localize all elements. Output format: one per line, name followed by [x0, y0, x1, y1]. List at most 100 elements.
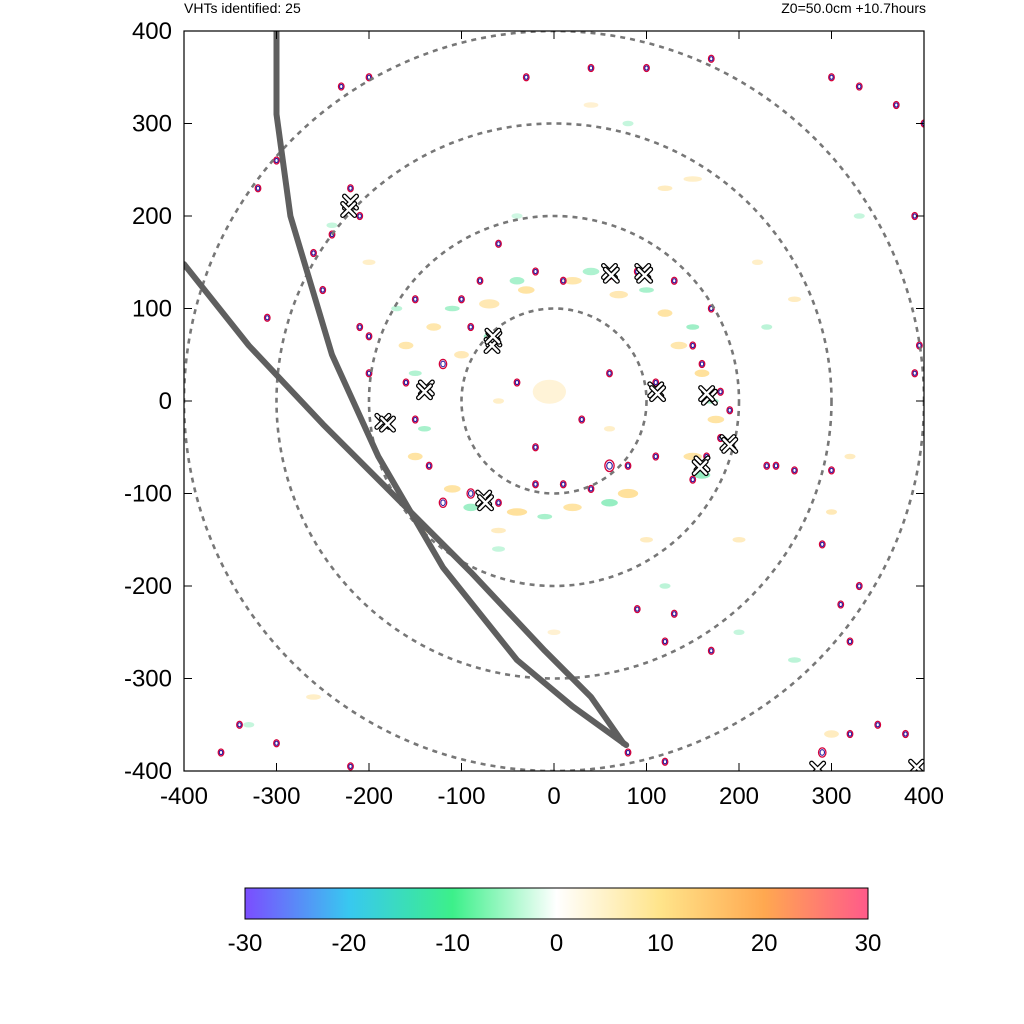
vht-marker-fill — [810, 761, 825, 771]
contour-loop — [817, 747, 827, 758]
contour-loop — [855, 82, 863, 91]
positive-anomaly — [694, 369, 710, 377]
contour-loop-inner — [635, 606, 640, 612]
vht-marker-fill — [722, 438, 737, 453]
contour-loop-inner — [561, 278, 566, 284]
contour-loop-inner — [672, 611, 677, 617]
vht-marker-fill — [485, 329, 501, 344]
contour-loop — [402, 378, 410, 387]
positive-anomaly — [492, 398, 505, 404]
storm-track — [184, 261, 627, 747]
contour-loop — [319, 285, 327, 295]
contour-loop — [310, 248, 317, 258]
contour-loop-inner — [847, 731, 853, 737]
positive-anomaly — [670, 341, 688, 350]
contour-loop — [828, 73, 835, 82]
contour-loop-inner — [875, 722, 880, 728]
contour-loop — [532, 480, 539, 489]
contour-loop — [606, 369, 613, 378]
contour-loop — [217, 748, 225, 757]
contour-loop-inner — [653, 379, 658, 386]
vht-marker-fill — [478, 495, 493, 510]
contour-loop — [689, 475, 697, 484]
positive-anomaly — [426, 323, 442, 331]
positive-anomaly — [640, 536, 653, 543]
contour-loop-inner — [366, 370, 372, 376]
contour-loop-inner — [413, 416, 418, 423]
vht-marker-fill — [909, 760, 924, 771]
negative-anomaly — [492, 546, 505, 552]
positive-anomaly — [506, 508, 528, 516]
negative-anomaly — [622, 120, 634, 127]
positive-anomaly — [454, 351, 469, 359]
contour-loop-inner — [440, 499, 446, 507]
negative-anomaly — [761, 324, 773, 330]
contour-loop — [633, 605, 641, 614]
contour-loop-inner — [477, 278, 483, 284]
vht-marker-fill — [699, 386, 714, 401]
contour-loop-inner — [237, 722, 242, 728]
positive-anomaly — [547, 629, 561, 636]
range-ring — [460, 307, 648, 495]
vht-marker — [809, 760, 827, 771]
positive-anomaly — [657, 185, 673, 192]
x-tick-label: 0 — [547, 783, 560, 810]
contour-loop — [818, 540, 826, 549]
x-tick-label: -100 — [437, 783, 485, 810]
vht-marker — [698, 385, 716, 403]
storm-track — [273, 31, 630, 749]
contour-loop-inner — [348, 185, 353, 191]
negative-anomaly — [463, 503, 479, 512]
plot-area — [184, 31, 924, 771]
contour-loop-inner — [218, 749, 224, 756]
contour-loop-inner — [820, 541, 825, 548]
contour-loop-inner — [366, 74, 372, 80]
contour-loop — [902, 729, 909, 739]
contour-loop — [791, 466, 798, 475]
contour-loop-inner — [857, 583, 862, 589]
contour-loop — [587, 63, 595, 73]
negative-anomaly — [601, 499, 618, 507]
contour-loop — [236, 720, 243, 729]
positive-anomaly — [657, 309, 673, 317]
vht-marker — [908, 758, 924, 771]
vht-marker — [416, 383, 433, 401]
contour-loop-inner — [829, 74, 834, 80]
contour-loop — [559, 276, 567, 285]
contour-loop-inner — [348, 763, 353, 770]
vht-marker-fill — [380, 416, 395, 432]
contour-loop — [698, 359, 706, 369]
contour-loop-inner — [690, 342, 695, 349]
positive-anomaly — [751, 259, 764, 266]
contour-loop-inner — [496, 241, 501, 247]
positive-anomaly — [362, 259, 376, 266]
contour-loop-inner — [579, 416, 584, 423]
contour-loop — [892, 100, 900, 110]
contour-loop — [652, 452, 660, 461]
contour-loop-inner — [819, 749, 826, 756]
contour-loop — [763, 461, 771, 470]
contour-loop-inner — [625, 463, 631, 469]
negative-anomaly — [444, 305, 460, 312]
contour-loop — [337, 82, 345, 91]
colorbar-tick-label: 0 — [550, 930, 563, 957]
contour-loop-inner — [468, 324, 473, 330]
vht-marker — [649, 385, 667, 403]
colorbar-tick-label: 20 — [751, 930, 778, 957]
contour-loop-inner — [690, 476, 695, 483]
positive-anomaly — [603, 425, 616, 432]
negative-anomaly — [408, 370, 422, 377]
contour-loop — [438, 358, 448, 370]
range-ring — [275, 122, 833, 680]
contour-loop — [846, 637, 854, 646]
x-tick-label: -200 — [345, 783, 393, 810]
contour-loop-inner — [467, 490, 474, 497]
contour-loop — [707, 54, 715, 63]
contour-loop — [365, 369, 373, 378]
contour-loop — [495, 498, 502, 507]
axes: -400 -300 -200 -100 0 100 200 300 400 400 300 200 10… — [124, 18, 944, 810]
contour-loop — [661, 757, 669, 766]
contour-loop-inner — [709, 56, 714, 62]
contour-loop-inner — [662, 638, 668, 645]
contour-loop-inner — [533, 481, 538, 487]
